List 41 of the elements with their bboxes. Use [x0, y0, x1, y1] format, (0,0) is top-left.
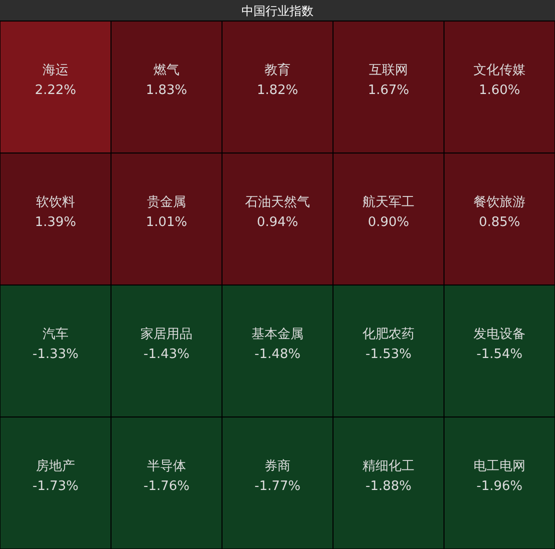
- data-label: -1.33%: [32, 347, 78, 362]
- data-label: 1.82%: [256, 83, 298, 98]
- data-label: -1.48%: [254, 347, 300, 362]
- data-label: -1.53%: [366, 347, 412, 362]
- category-label: 发电设备: [474, 327, 526, 342]
- data-label: 2.22%: [34, 83, 76, 98]
- category-label: 房地产: [36, 458, 75, 474]
- data-label: 0.94%: [256, 215, 298, 230]
- category-label: 汽车: [42, 327, 68, 342]
- data-label: -1.43%: [144, 347, 190, 362]
- data-label: -1.54%: [476, 347, 522, 362]
- category-label: 基本金属: [252, 327, 304, 342]
- category-label: 燃气: [154, 63, 180, 78]
- data-label: -1.76%: [144, 479, 190, 494]
- category-label: 石油天然气: [245, 195, 310, 210]
- category-label: 教育: [264, 62, 290, 78]
- category-label: 文化传媒: [474, 63, 526, 78]
- category-label: 航天军工: [362, 195, 414, 210]
- data-label: -1.77%: [254, 479, 300, 494]
- category-label: 化肥农药: [362, 327, 414, 342]
- category-label: 贵金属: [147, 195, 186, 210]
- data-label: -1.88%: [366, 479, 412, 494]
- category-label: 电工电网: [474, 459, 526, 474]
- data-label: -1.96%: [476, 479, 522, 494]
- category-label: 海运: [42, 63, 68, 78]
- category-label: 软饮料: [36, 195, 75, 210]
- category-label: 家居用品: [140, 326, 192, 342]
- category-label: 餐饮旅游: [474, 195, 526, 210]
- text: 中国行业指数: [242, 4, 314, 18]
- data-label: 1.60%: [478, 83, 520, 98]
- data-label: 1.83%: [146, 83, 188, 98]
- category-label: 半导体: [147, 459, 186, 474]
- category-label: 券商: [264, 459, 290, 474]
- data-label: 0.85%: [478, 215, 520, 230]
- category-label: 精细化工: [362, 459, 414, 474]
- category-label: 互联网: [369, 63, 408, 78]
- data-label: 0.90%: [368, 215, 410, 230]
- data-label: 1.01%: [146, 215, 188, 230]
- data-label: -1.73%: [32, 479, 78, 494]
- data-label: 1.39%: [34, 215, 76, 230]
- data-label: 1.67%: [368, 83, 410, 98]
